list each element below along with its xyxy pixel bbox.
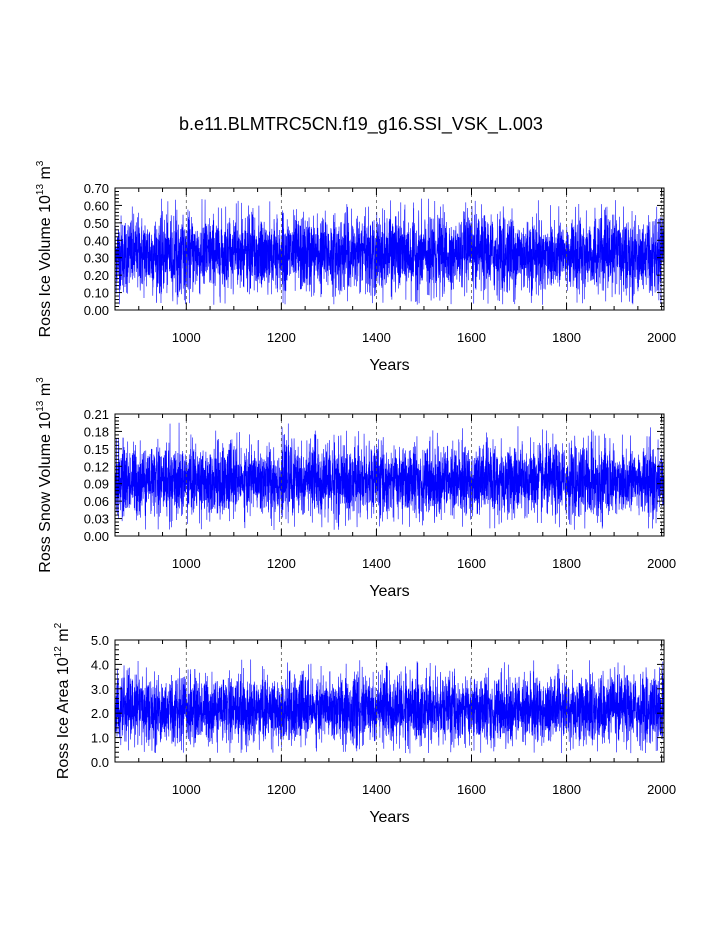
y-axis-label: Ross Ice Volume 1013 m3 — [35, 160, 54, 337]
panel-ice-volume: 1000 1200 1400 1600 1800 2000 0.00 0.10 0.20 0.30… — [35, 160, 676, 374]
y-tick-label: 0.10 — [84, 286, 109, 301]
y-tick-label: 0.06 — [84, 494, 109, 509]
y-tick-label: 0.30 — [84, 251, 109, 266]
x-tick-label: 1000 — [172, 782, 201, 797]
y-axis-label: Ross Ice Area 1012 m2 — [53, 622, 72, 779]
x-tick-label: 1800 — [552, 556, 581, 571]
plot-frame — [114, 639, 665, 763]
y-tick-label: 3.0 — [91, 682, 109, 697]
plot-frame — [114, 413, 665, 537]
y-tick-label: 1.0 — [91, 731, 109, 746]
x-tick-label: 1200 — [267, 782, 296, 797]
x-tick-label: 1600 — [457, 556, 486, 571]
y-axis-label: Ross Snow Volume 1013 m3 — [35, 377, 54, 573]
y-tick-label: 0.15 — [84, 442, 109, 457]
x-tick-label: 2000 — [647, 330, 676, 345]
y-tick-label: 2.0 — [91, 706, 109, 721]
y-tick-label: 5.0 — [91, 633, 109, 648]
plot-frame — [114, 187, 665, 311]
panel-snow-volume: 1000 1200 1400 1600 1800 2000 0.00 0.03 0.06 0.09… — [35, 377, 676, 600]
data-series-line — [115, 659, 664, 754]
y-tick-label: 0.0 — [91, 755, 109, 770]
x-tick-label: 1400 — [362, 782, 391, 797]
y-tick-label: 0.09 — [84, 477, 109, 492]
y-tick-label: 0.50 — [84, 216, 109, 231]
y-tick-label: 0.70 — [84, 181, 109, 196]
x-axis-label: Years — [369, 583, 409, 600]
y-tick-label: 0.18 — [84, 424, 109, 439]
x-tick-label: 1600 — [457, 330, 486, 345]
data-series-line — [115, 198, 664, 305]
chart-title: b.e11.BLMTRC5CN.f19_g16.SSI_VSK_L.003 — [179, 114, 543, 135]
y-tick-label: 0.12 — [84, 459, 109, 474]
x-tick-label: 1800 — [552, 782, 581, 797]
x-tick-label: 1200 — [267, 330, 296, 345]
x-axis-label: Years — [369, 809, 409, 826]
y-tick-label: 4.0 — [91, 657, 109, 672]
y-tick-label: 0.03 — [84, 512, 109, 527]
y-tick-label: 0.40 — [84, 233, 109, 248]
x-tick-label: 2000 — [647, 556, 676, 571]
data-series-line — [115, 422, 664, 531]
y-tick-label: 0.20 — [84, 268, 109, 283]
x-tick-label: 2000 — [647, 782, 676, 797]
x-tick-label: 1000 — [172, 330, 201, 345]
x-tick-label: 1400 — [362, 556, 391, 571]
x-tick-label: 1000 — [172, 556, 201, 571]
x-axis-label: Years — [369, 357, 409, 374]
x-tick-label: 1600 — [457, 782, 486, 797]
x-tick-label: 1400 — [362, 330, 391, 345]
y-tick-label: 0.21 — [84, 407, 109, 422]
panel-ice-area: 1000 1200 1400 1600 1800 2000 0.0 1.0 2.0 3.0 4.0 5… — [53, 622, 676, 826]
x-tick-label: 1800 — [552, 330, 581, 345]
x-tick-label: 1200 — [267, 556, 296, 571]
y-tick-label: 0.00 — [84, 529, 109, 544]
y-tick-label: 0.60 — [84, 198, 109, 213]
y-tick-label: 0.00 — [84, 303, 109, 318]
